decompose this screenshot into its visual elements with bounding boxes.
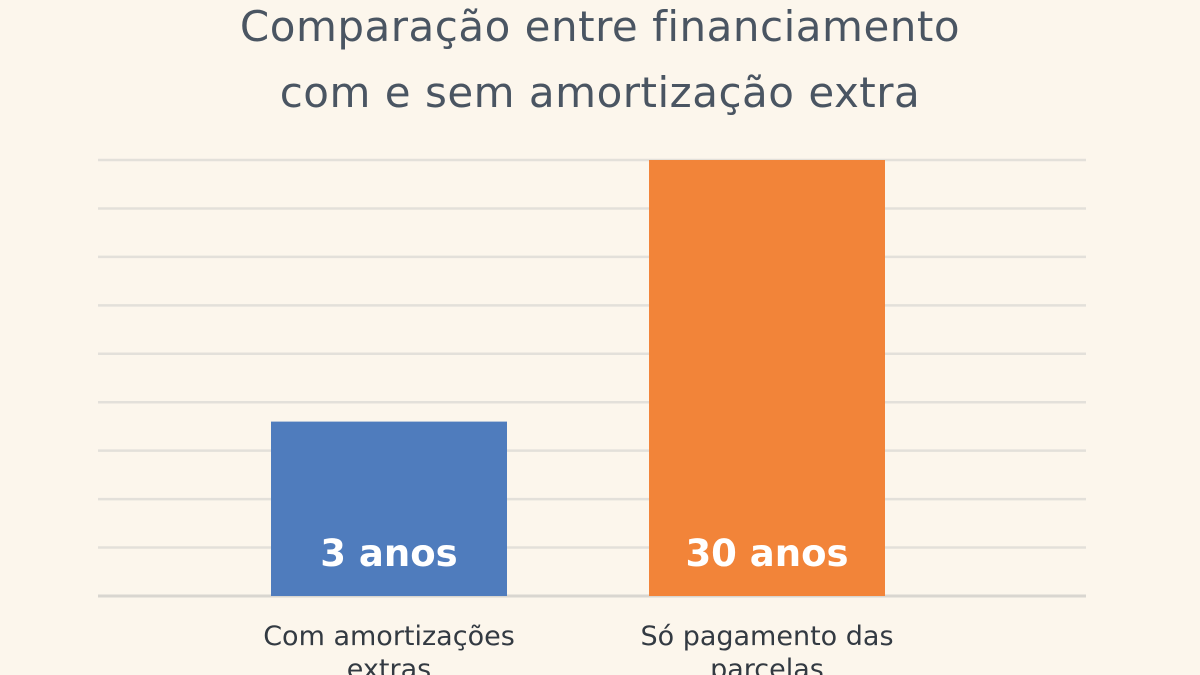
bar-installments-only (649, 160, 885, 596)
category-label-installments-only: Só pagamento das parcelas (617, 620, 917, 675)
bars (271, 160, 885, 596)
chart-title: Comparação entre financiamento com e sem… (0, 0, 1200, 126)
chart-title-line-1: Comparação entre financiamento (239, 2, 961, 51)
category-label-line: extras (346, 654, 432, 675)
bar-value-label: 3 anos (320, 532, 457, 575)
category-label-line: Com amortizações (263, 621, 515, 652)
category-label-line: Só pagamento das (640, 621, 894, 652)
chart-title-line-2: com e sem amortização extra (279, 68, 921, 117)
bar-value-label: 30 anos (685, 532, 848, 575)
category-label-line: parcelas (710, 654, 824, 675)
gridlines (98, 158, 1086, 598)
category-label-with-extra-amortization: Com amortizações extras (239, 620, 539, 675)
bar-value-labels: 3 anos 30 anos (320, 532, 848, 575)
bar-with-extra-amortization (271, 421, 507, 596)
